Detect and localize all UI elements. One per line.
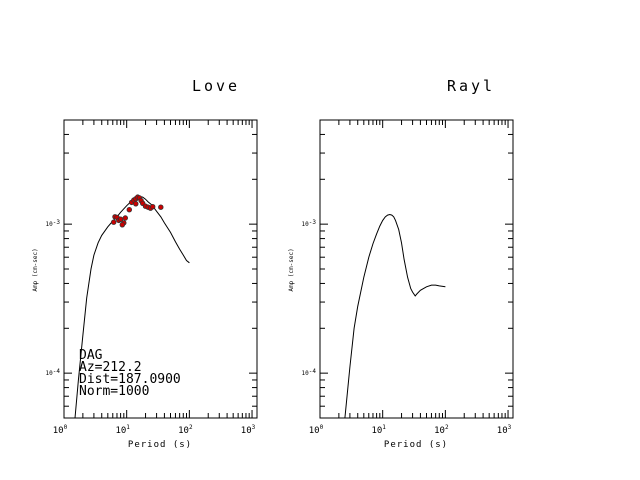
love-annotation: Az=212.2 bbox=[79, 360, 142, 375]
rayl-ticks: 100 101 102 103 10-4 10-3 bbox=[302, 119, 513, 436]
love-xtick-label: 103 bbox=[241, 424, 256, 436]
love-ytick-label: 10-4 bbox=[46, 368, 61, 377]
rayl-title: Rayl bbox=[447, 77, 495, 95]
love-data-point bbox=[119, 222, 125, 228]
love-data-point bbox=[122, 215, 128, 221]
love-data-point bbox=[133, 201, 139, 207]
rayl-xtick-label: 100 bbox=[309, 424, 324, 436]
love-xtick-label: 101 bbox=[115, 424, 130, 436]
love-annotation: Dist=187.0900 bbox=[79, 372, 181, 387]
love-panel: Love 100 101 102 103 10-4 10-3 Period (s) Amp… bbox=[32, 77, 258, 450]
love-data-point bbox=[158, 204, 164, 210]
love-xtick-label: 100 bbox=[53, 424, 68, 436]
love-ticks: 100 101 102 103 10-4 10-3 bbox=[46, 119, 257, 436]
rayl-ytick-label: 10-3 bbox=[302, 219, 317, 228]
rayl-xtick-label: 101 bbox=[371, 424, 386, 436]
rayl-ylabel: Amp (cm-sec) bbox=[288, 248, 295, 291]
love-xtick-label: 102 bbox=[178, 424, 193, 436]
love-ytick-label: 10-3 bbox=[46, 219, 61, 228]
rayl-xlabel: Period (s) bbox=[384, 440, 448, 450]
love-ylabel: Amp (cm-sec) bbox=[32, 248, 39, 291]
rayl-series bbox=[344, 213, 446, 419]
love-title: Love bbox=[192, 77, 240, 95]
love-data-point bbox=[110, 219, 117, 225]
love-xlabel: Period (s) bbox=[128, 440, 192, 450]
love-annotation: Norm=1000 bbox=[79, 384, 149, 399]
love-series bbox=[74, 194, 190, 419]
rayl-xtick-label: 103 bbox=[497, 424, 512, 436]
rayl-series-line bbox=[344, 213, 446, 419]
love-annotation: DAG bbox=[79, 348, 103, 363]
rayl-ytick-label: 10-4 bbox=[302, 368, 317, 377]
rayl-panel: Rayl 100 101 102 103 10-4 10-3 Period (s) Amp… bbox=[288, 77, 514, 450]
love-data-point bbox=[149, 203, 156, 210]
love-data-point bbox=[126, 206, 132, 213]
rayl-xtick-label: 102 bbox=[434, 424, 449, 436]
